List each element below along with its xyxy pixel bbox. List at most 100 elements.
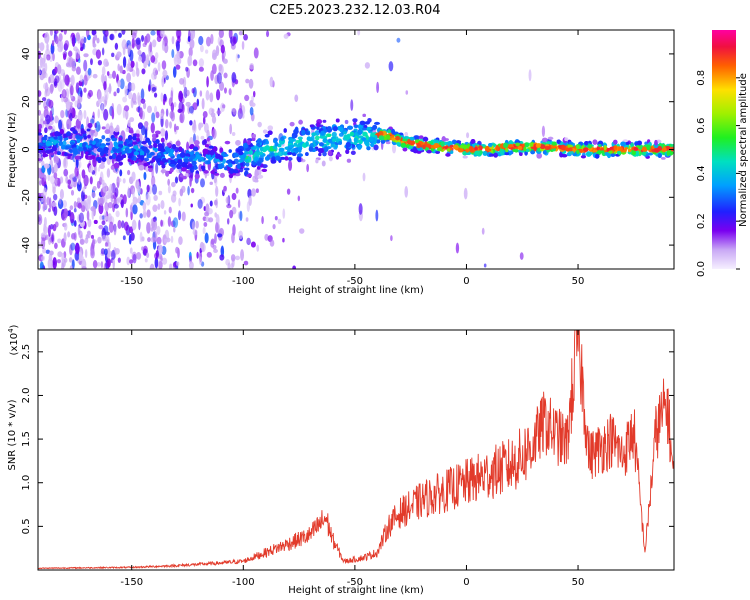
spectrogram-cell xyxy=(264,133,270,138)
spectrogram-cell xyxy=(108,221,114,233)
spectrogram-cell xyxy=(63,208,69,219)
spectrogram-cell xyxy=(45,149,52,154)
spectrogram-cell xyxy=(130,160,135,165)
spectrogram-cell xyxy=(49,224,54,230)
spectrogram-cell xyxy=(161,163,166,169)
spectrogram-cell xyxy=(378,135,385,141)
spectrogram-cell xyxy=(349,131,355,137)
spectrogram-cell xyxy=(535,143,541,148)
spectrogram-cell xyxy=(111,153,117,160)
spectrogram-cell xyxy=(523,146,527,152)
spectrogram-cell xyxy=(74,155,81,160)
spectrogram-cell xyxy=(181,167,187,172)
spectrogram-cell xyxy=(80,130,87,135)
spectrogram-cell xyxy=(228,168,235,174)
spectrogram-cell xyxy=(117,257,121,263)
spectrogram-cell xyxy=(241,40,245,50)
spectrogram-cell xyxy=(141,51,146,64)
spectrogram-cell xyxy=(375,139,381,144)
spectrogram-cell xyxy=(137,49,142,56)
spectrogram-cell xyxy=(145,166,149,172)
spectrogram-cell xyxy=(641,146,648,152)
spectrogram-cell xyxy=(159,147,166,153)
spectrogram-cell xyxy=(396,37,401,43)
spectrogram-cell xyxy=(39,42,45,52)
spectrogram-cell xyxy=(484,145,490,152)
spectrogram-cell xyxy=(106,168,111,178)
spectrogram-cell xyxy=(213,176,217,184)
spectrogram-cell xyxy=(173,102,177,108)
spectrogram-cell xyxy=(193,140,200,146)
spectrogram-cell xyxy=(80,205,86,213)
colorbar-tick-label: 0.2 xyxy=(696,213,707,229)
spectrogram-cell xyxy=(114,127,120,133)
spectrogram-cell xyxy=(63,222,68,231)
spectrogram-cell xyxy=(52,257,57,269)
spectrogram-cell xyxy=(463,144,467,151)
spectrogram-cell xyxy=(62,140,67,146)
spectrogram-cell xyxy=(248,150,253,155)
y-tick-label: 1.0 xyxy=(21,475,32,491)
spectrogram-cell xyxy=(70,242,76,251)
spectrogram-cell xyxy=(141,236,145,242)
spectrogram-cell xyxy=(175,261,180,266)
spectrogram-cell xyxy=(162,98,166,106)
spectrogram-cell xyxy=(84,249,88,259)
spectrogram-cell xyxy=(140,98,146,104)
spectrogram-cell xyxy=(229,209,234,219)
spectrogram-cell xyxy=(82,186,85,193)
spectrogram-cell xyxy=(568,150,574,155)
spectrogram-cell xyxy=(437,147,443,152)
spectrogram-cell xyxy=(362,172,366,182)
spectrogram-cell xyxy=(72,130,78,134)
spectrogram-cell xyxy=(68,56,74,68)
spectrogram-cell xyxy=(150,30,156,36)
spectrogram-cell xyxy=(175,125,179,131)
spectrogram-cell xyxy=(110,122,113,129)
spectrogram-cell xyxy=(128,62,131,72)
spectrogram-cell xyxy=(547,136,554,140)
colorbar-label: Normalized spectral amplitude xyxy=(738,73,749,227)
spectrogram-cell xyxy=(39,173,45,178)
spectrogram-cell xyxy=(630,142,634,148)
colorbar-tick-label: 0.8 xyxy=(696,70,707,86)
spectrogram-cell xyxy=(170,102,175,112)
spectrogram-cell xyxy=(400,142,407,148)
spectrogram-cell xyxy=(67,50,73,57)
spectrogram-cell xyxy=(157,62,161,72)
spectrogram-cell xyxy=(224,87,227,94)
spectrogram-cell xyxy=(297,136,303,140)
spectrogram-cell xyxy=(365,126,371,131)
spectrogram-cell xyxy=(105,137,111,142)
spectrogram-cell xyxy=(231,160,236,165)
spectrogram-cell xyxy=(582,147,589,152)
spectrogram-cell xyxy=(187,35,191,42)
spectrogram-cell xyxy=(101,220,106,226)
spectrogram-cell xyxy=(64,40,70,49)
spectrogram-cell xyxy=(151,112,156,123)
spectrogram-cell xyxy=(181,211,186,222)
spectrogram-cell xyxy=(170,235,174,244)
spectrogram-cell xyxy=(231,192,237,201)
spectrogram-cell xyxy=(282,208,286,219)
spectrogram-cell xyxy=(233,169,239,174)
spectrogram-cell xyxy=(204,144,210,148)
spectrogram-cell xyxy=(83,53,89,58)
spectrogram-cell xyxy=(141,246,145,251)
spectrogram-cell xyxy=(219,254,225,261)
y-tick-label: 20 xyxy=(21,95,32,108)
spectrogram-cell xyxy=(182,175,187,180)
spectrogram-cell xyxy=(83,135,88,140)
spectrogram-cell xyxy=(245,217,249,222)
spectrogram-cell xyxy=(117,32,122,38)
spectrogram-cell xyxy=(541,125,546,138)
spectrogram-cell xyxy=(210,238,215,245)
spectrogram-cell xyxy=(177,210,182,221)
spectrogram-cell xyxy=(561,144,567,151)
spectrogram-cell xyxy=(151,175,156,187)
spectrogram-cell xyxy=(157,154,162,159)
spectrogram-cell xyxy=(147,165,153,169)
spectrogram-cell xyxy=(206,76,209,88)
spectrogram-cell xyxy=(118,161,123,166)
spectrogram-cell xyxy=(58,33,63,42)
